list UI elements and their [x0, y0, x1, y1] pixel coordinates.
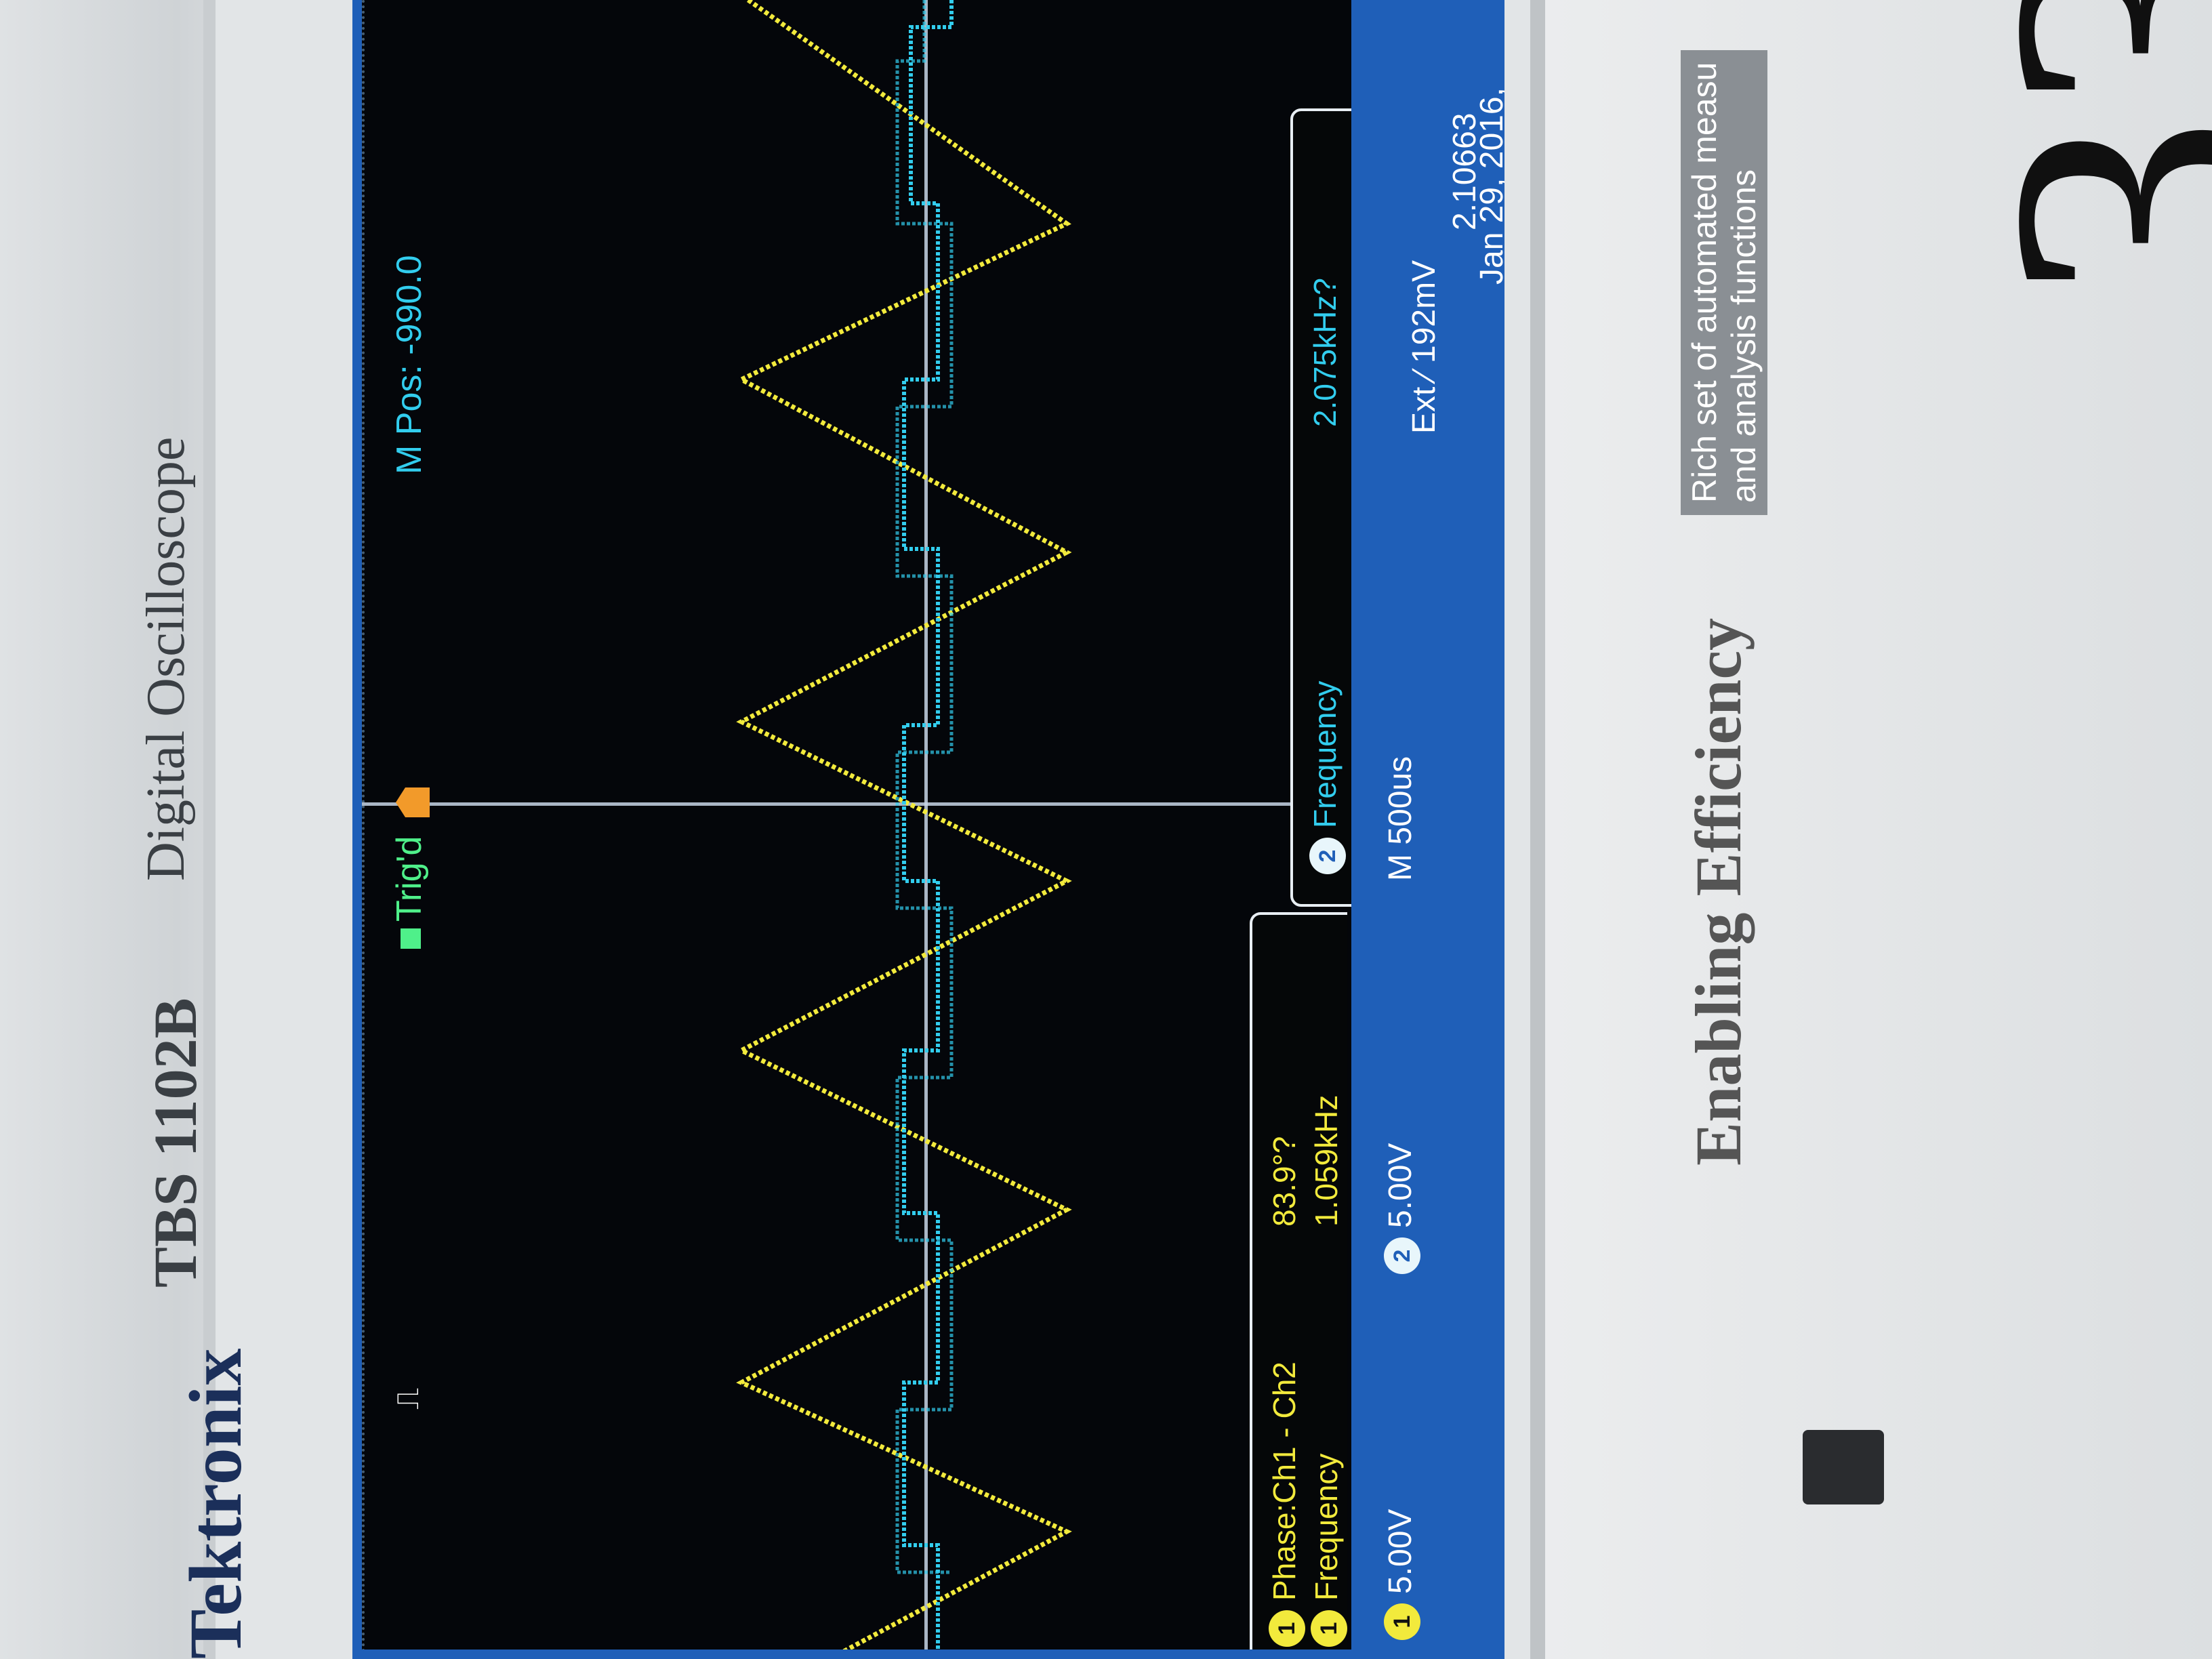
ch1-frequency-value: 1.059kHz: [1309, 1094, 1344, 1227]
waveform-display: [396, 0, 1072, 1650]
ch1-triangle-waveform: [736, 0, 1072, 1650]
trigger-readout: Ext ⁄ 192mV: [1406, 260, 1442, 434]
ch2-scale: 2 5.00V: [1382, 1143, 1421, 1274]
feature-tagline: Rich set of automated measu and analysis…: [1681, 49, 1767, 515]
device-type-label: Digital Oscilloscope: [136, 436, 196, 881]
ch1-measurement-panel: [1250, 912, 1347, 1650]
grid-line: [362, 0, 365, 1650]
center-horizontal-axis: [362, 802, 1338, 806]
ch1-badge: 1: [1310, 1610, 1347, 1647]
model-label: TBS 1102B: [142, 998, 209, 1288]
ch1-phase-value: 83.9°?: [1267, 1136, 1302, 1227]
center-vertical-axis: [924, 0, 928, 1650]
date-readout: Jan 29, 2016,: [1474, 87, 1504, 285]
slogan: Enabling Efficiency: [1682, 617, 1755, 1166]
ch1-phase-label: Phase:Ch1 - Ch2: [1267, 1361, 1302, 1601]
ch2-badge: 2: [1384, 1237, 1421, 1274]
side-button[interactable]: [1803, 1430, 1884, 1504]
timebase-readout: M 500us: [1382, 756, 1418, 881]
tagline-line-1: Rich set of automated measu: [1685, 62, 1723, 503]
tagline-line-2: and analysis functions: [1725, 169, 1763, 503]
acquire-mode-icon: ⎍: [390, 1387, 425, 1410]
ch2-badge: 2: [1309, 838, 1346, 874]
trigger-position-marker: [396, 787, 430, 817]
display-screen: M Pos: -990.0 Trig'd ⎍ 1Phase:Ch1 - Ch2 …: [352, 0, 1504, 1659]
ch2-stepped-waveform: [902, 0, 954, 1650]
m-pos-readout: M Pos: -990.0: [390, 255, 429, 474]
ch1-frequency-label: Frequency: [1309, 1453, 1344, 1601]
ch1-badge: 1: [1384, 1603, 1421, 1640]
ch2-frequency-label: Frequency: [1307, 680, 1343, 828]
ch1-badge: 1: [1268, 1610, 1305, 1647]
trigger-status-text: Trig'd: [390, 836, 429, 922]
ch2-stepped-waveform-echo: [895, 0, 954, 1574]
ch1-scale: 1 5.00V: [1382, 1509, 1421, 1640]
brand-logo: Tektronix: [174, 1348, 257, 1659]
status-bar: [1351, 0, 1504, 1650]
handwritten-number: 33: [1933, 0, 2212, 305]
trigger-status: Trig'd: [389, 836, 430, 949]
ch2-scale-value: 5.00V: [1382, 1143, 1418, 1228]
ch1-scale-value: 5.00V: [1382, 1509, 1418, 1594]
ch2-frequency-value: 2.075kHz?: [1307, 278, 1343, 427]
